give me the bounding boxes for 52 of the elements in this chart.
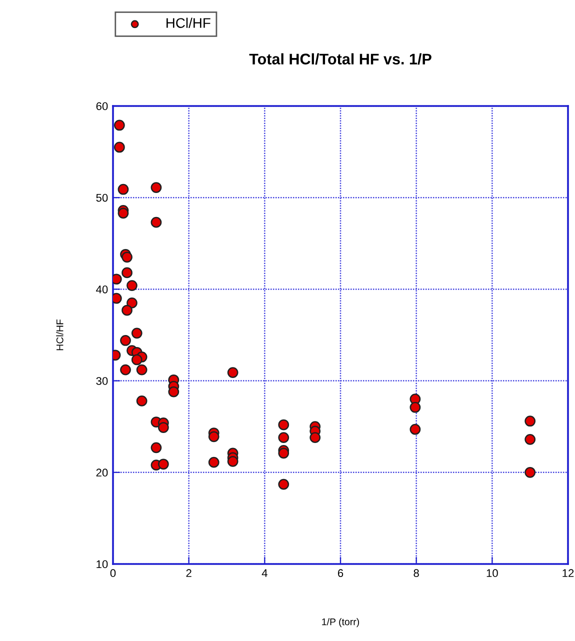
point (168, 386, 180, 398)
y-tick-label: 20 (96, 468, 108, 477)
x-tick-label: 2 (186, 569, 192, 577)
y-tick-label: 60 (96, 102, 108, 110)
point (118, 208, 129, 219)
point (227, 367, 238, 378)
y-tick-label: 50 (96, 194, 108, 202)
x-tick-label: 10 (486, 569, 498, 578)
point (227, 456, 238, 467)
x-tick-label: 0 (110, 569, 116, 578)
point (118, 184, 129, 195)
point (410, 424, 421, 435)
point (122, 267, 132, 278)
point (136, 364, 148, 376)
point (122, 304, 132, 316)
point (150, 442, 162, 454)
point (278, 432, 290, 444)
point (136, 396, 148, 406)
point (208, 431, 220, 442)
x-tick-label: 8 (414, 569, 419, 578)
point (158, 422, 169, 433)
point (524, 416, 536, 427)
point (310, 432, 321, 444)
point (150, 216, 162, 228)
point (120, 335, 131, 346)
legend-label: HCl/HF (166, 18, 210, 28)
point (120, 364, 131, 376)
x-tick-label: 6 (338, 569, 344, 578)
point (131, 328, 142, 339)
point (278, 448, 290, 459)
point (208, 456, 220, 468)
point (126, 280, 138, 291)
point (278, 478, 290, 490)
point (150, 182, 162, 193)
x-tick-label: 4 (262, 569, 268, 577)
point (278, 419, 290, 430)
y-tick-label: 10 (96, 560, 108, 568)
point (158, 458, 169, 470)
y-tick-label: 30 (96, 377, 108, 385)
chart-title: Total HCl/Total HF vs. 1/P (249, 53, 432, 65)
point (114, 120, 125, 131)
point (524, 434, 536, 445)
y-tick-label: 40 (96, 285, 108, 294)
point (114, 142, 125, 153)
y-axis-title: HCl/HF (56, 319, 64, 350)
point (126, 298, 138, 308)
point (410, 402, 421, 413)
point (122, 252, 132, 263)
point (131, 354, 142, 366)
x-tick-label: 12 (562, 569, 574, 577)
x-axis-title: 1/P (torr) (322, 618, 359, 628)
point (524, 466, 536, 478)
